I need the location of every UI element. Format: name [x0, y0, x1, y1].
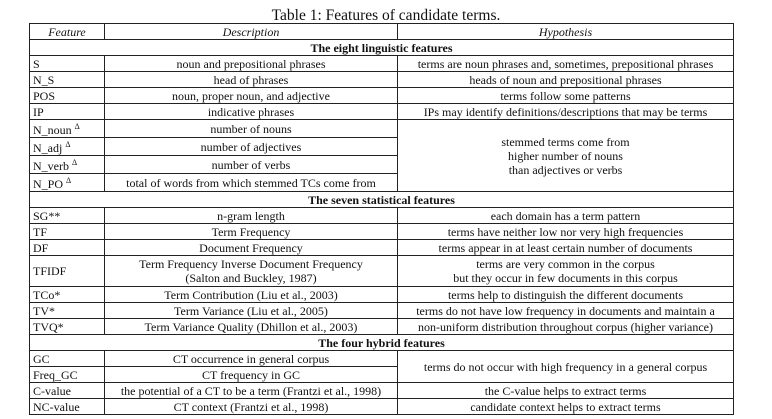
feature-cell: TCo*: [29, 286, 105, 303]
hypothesis-cell-gc: terms do not occur with high frequency i…: [397, 350, 734, 383]
table-row: S noun and prepositional phrases terms a…: [29, 55, 734, 72]
hypothesis-cell: each domain has a term pattern: [397, 207, 734, 224]
table-row: TCo* Term Contribution (Liu et al., 2003…: [29, 286, 734, 303]
stemmed-hypothesis-line: stemmed terms come from: [501, 134, 630, 149]
hypothesis-cell: terms are noun phrases and, sometimes, p…: [397, 55, 734, 72]
table-row: TVQ* Term Variance Quality (Dhillon et a…: [29, 318, 734, 335]
table-caption: Table 1: Features of candidate terms.: [271, 7, 501, 24]
table-row: DF Document Frequency terms appear in at…: [29, 239, 734, 256]
table-row: POS noun, proper noun, and adjective ter…: [29, 87, 734, 104]
description-cell: the potential of a CT to be a term (Fran…: [104, 382, 398, 399]
header-hypothesis: Hypothesis: [397, 23, 734, 40]
feature-cell: N_PO Δ: [29, 173, 105, 192]
table-row: TV* Term Variance (Liu et al., 2005) ter…: [29, 302, 734, 319]
feature-cell: TF: [29, 223, 105, 240]
description-cell: total of words from which stemmed TCs co…: [104, 173, 398, 192]
table-row: TFIDF Term Frequency Inverse Document Fr…: [29, 255, 734, 287]
description-cell: Term Frequency: [104, 223, 398, 240]
feature-cell: TV*: [29, 302, 105, 319]
description-cell: Term Variance Quality (Dhillon et al., 2…: [104, 318, 398, 335]
description-cell: CT occurrence in general corpus: [104, 350, 398, 367]
stemmed-hypothesis-line: than adjectives or verbs: [508, 162, 623, 177]
stemmed-hypothesis-line: higher number of nouns: [508, 148, 623, 163]
feature-cell: GC: [29, 350, 105, 367]
description-cell: CT frequency in GC: [104, 366, 398, 383]
feature-cell: S: [29, 55, 105, 72]
table-row: N_adj Δ number of adjectives: [29, 137, 734, 156]
table-row: N_PO Δ total of words from which stemmed…: [29, 173, 734, 192]
feature-cell: TFIDF: [29, 255, 105, 287]
table-row: IP indicative phrases IPs may identify d…: [29, 103, 734, 120]
hypothesis-cell: terms appear in at least certain number …: [397, 239, 734, 256]
hypothesis-cell-stemmed: stemmed terms come from higher number of…: [397, 119, 734, 192]
section-row-statistical: The seven statistical features: [29, 191, 734, 208]
hypothesis-cell: terms are very common in the corpus but …: [397, 255, 734, 287]
feature-cell: DF: [29, 239, 105, 256]
feature-cell: N_adj Δ: [29, 137, 105, 156]
table-row: N_noun Δ number of nouns stemmed terms c…: [29, 119, 734, 192]
hypothesis-cell: terms help to distinguish the different …: [397, 286, 734, 303]
feature-label: N_verb: [33, 159, 69, 173]
delta-mark: Δ: [74, 122, 80, 131]
table-row: NC-value CT context (Frantzi et al., 199…: [29, 398, 734, 415]
feature-cell: NC-value: [29, 398, 105, 415]
feature-label: N_adj: [33, 141, 63, 155]
description-cell: number of verbs: [104, 155, 398, 174]
feature-cell: POS: [29, 87, 105, 104]
description-cell: Term Contribution (Liu et al., 2003): [104, 286, 398, 303]
header-description: Description: [104, 23, 398, 40]
hypothesis-cell: terms have neither low nor very high fre…: [397, 223, 734, 240]
feature-label: N_noun: [33, 123, 72, 137]
delta-mark: Δ: [72, 158, 78, 167]
section-row-linguistic: The eight linguistic features: [29, 39, 734, 56]
section-title-statistical: The seven statistical features: [29, 191, 734, 208]
table-row: Freq_GC CT frequency in GC: [29, 366, 734, 383]
description-cell: noun, proper noun, and adjective: [104, 87, 398, 104]
hypothesis-line: terms are very common in the corpus: [476, 257, 655, 271]
section-row-hybrid: The four hybrid features: [29, 334, 734, 351]
hypothesis-cell: the C-value helps to extract terms: [397, 382, 734, 399]
hypothesis-cell: IPs may identify definitions/description…: [397, 103, 734, 120]
description-line: (Salton and Buckley, 1987): [185, 271, 317, 285]
hypothesis-cell: heads of noun and prepositional phrases: [397, 71, 734, 88]
features-table: Feature Description Hypothesis The eight…: [29, 23, 734, 415]
feature-cell: Freq_GC: [29, 366, 105, 383]
feature-cell: N_S: [29, 71, 105, 88]
description-cell: number of nouns: [104, 119, 398, 138]
feature-cell: N_noun Δ: [29, 119, 105, 138]
description-cell: noun and prepositional phrases: [104, 55, 398, 72]
description-cell: indicative phrases: [104, 103, 398, 120]
delta-mark: Δ: [66, 176, 72, 185]
feature-label: N_PO: [33, 177, 64, 191]
feature-cell: N_verb Δ: [29, 155, 105, 174]
table-row: GC CT occurrence in general corpus terms…: [29, 350, 734, 383]
section-title-linguistic: The eight linguistic features: [29, 39, 734, 56]
table-row: TF Term Frequency terms have neither low…: [29, 223, 734, 240]
feature-cell: IP: [29, 103, 105, 120]
feature-cell: SG**: [29, 207, 105, 224]
section-title-hybrid: The four hybrid features: [29, 334, 734, 351]
hypothesis-cell: terms follow some patterns: [397, 87, 734, 104]
description-cell: Term Frequency Inverse Document Frequenc…: [104, 255, 398, 287]
description-line: Term Frequency Inverse Document Frequenc…: [139, 257, 363, 271]
header-feature: Feature: [29, 23, 105, 40]
hypothesis-cell: terms do not have low frequency in docum…: [397, 302, 734, 319]
hypothesis-cell: non-uniform distribution throughout corp…: [397, 318, 734, 335]
hypothesis-line: but they occur in few documents in this …: [453, 271, 678, 285]
description-cell: Document Frequency: [104, 239, 398, 256]
description-cell: n-gram length: [104, 207, 398, 224]
table-row: N_verb Δ number of verbs: [29, 155, 734, 174]
delta-mark: Δ: [65, 140, 71, 149]
header-row: Feature Description Hypothesis: [29, 23, 734, 40]
description-cell: number of adjectives: [104, 137, 398, 156]
feature-cell: TVQ*: [29, 318, 105, 335]
description-cell: Term Variance (Liu et al., 2005): [104, 302, 398, 319]
hypothesis-cell: candidate context helps to extract terms: [397, 398, 734, 415]
table-row: C-value the potential of a CT to be a te…: [29, 382, 734, 399]
table-row: SG** n-gram length each domain has a ter…: [29, 207, 734, 224]
description-cell: head of phrases: [104, 71, 398, 88]
description-cell: CT context (Frantzi et al., 1998): [104, 398, 398, 415]
feature-cell: C-value: [29, 382, 105, 399]
table-row: N_S head of phrases heads of noun and pr…: [29, 71, 734, 88]
